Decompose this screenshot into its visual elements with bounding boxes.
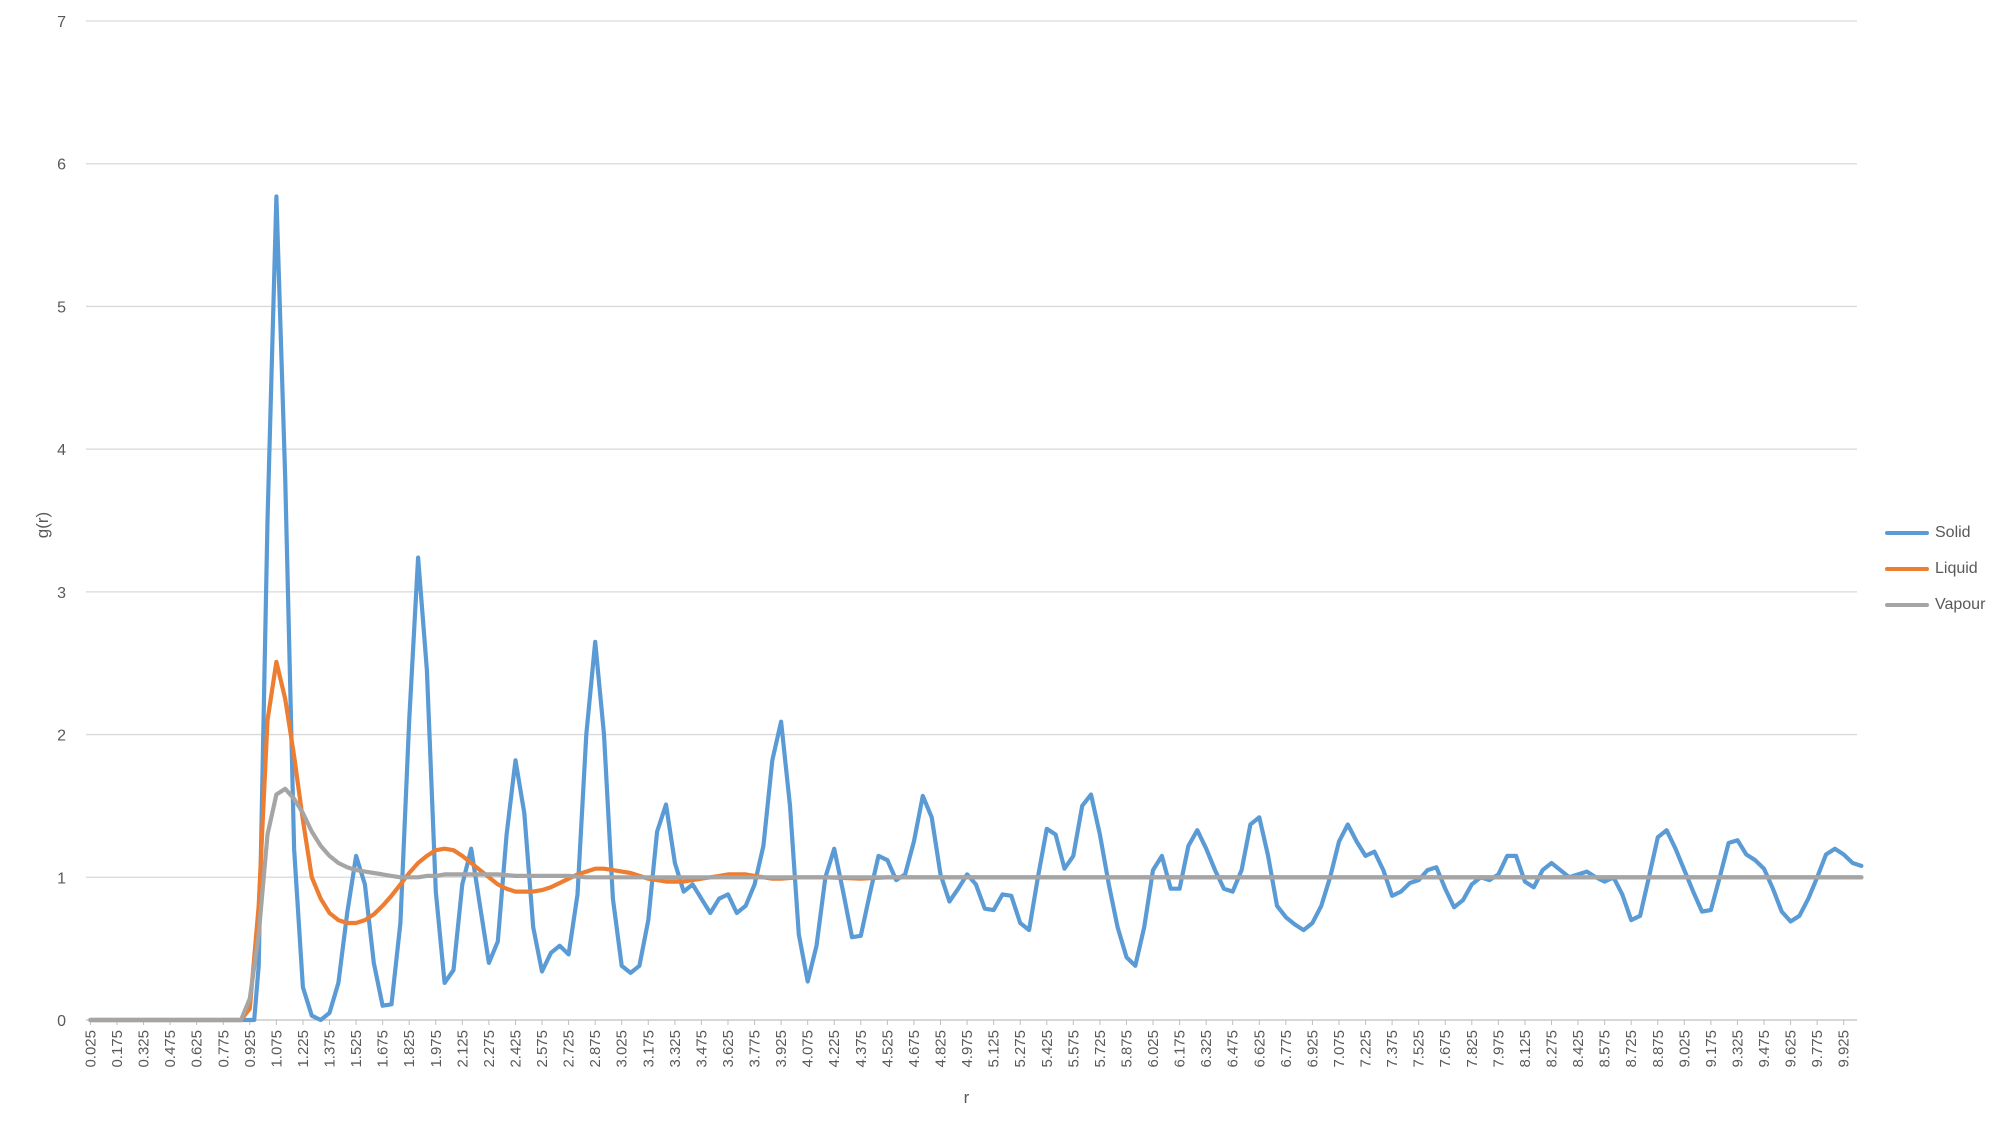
legend-swatch bbox=[1885, 531, 1929, 535]
x-tick-label: 5.125 bbox=[986, 1030, 1003, 1068]
x-tick-label: 6.775 bbox=[1278, 1030, 1295, 1068]
series-lines bbox=[88, 194, 1864, 1023]
x-tick-label: 2.425 bbox=[507, 1030, 524, 1068]
x-tick-label: 6.475 bbox=[1225, 1030, 1242, 1068]
x-tick-label: 8.575 bbox=[1597, 1030, 1614, 1068]
x-tick-label: 6.175 bbox=[1172, 1030, 1189, 1068]
legend-item-vapour: Vapour bbox=[1885, 587, 1995, 623]
x-tick-label: 1.375 bbox=[322, 1030, 339, 1068]
x-tick-label: 6.325 bbox=[1198, 1030, 1215, 1068]
legend-label: Vapour bbox=[1935, 596, 1986, 613]
legend-item-liquid: Liquid bbox=[1885, 551, 1995, 587]
x-tick-label: 7.975 bbox=[1490, 1030, 1507, 1068]
x-tick-label: 2.875 bbox=[587, 1030, 604, 1068]
x-tick-label: 9.625 bbox=[1783, 1030, 1800, 1068]
legend-label: Solid bbox=[1935, 524, 1971, 541]
legend-swatch bbox=[1885, 567, 1929, 571]
x-tick-label: 2.575 bbox=[534, 1030, 551, 1068]
x-tick-label: 6.925 bbox=[1304, 1030, 1321, 1068]
x-tick-label: 2.125 bbox=[454, 1030, 471, 1068]
legend: Solid Liquid Vapour bbox=[1885, 515, 1995, 623]
series-line-liquid bbox=[88, 659, 1864, 1023]
series-line-solid bbox=[88, 194, 1864, 1023]
legend-item-solid: Solid bbox=[1885, 515, 1995, 551]
x-tick-label: 5.875 bbox=[1118, 1030, 1135, 1068]
y-tick-label: 5 bbox=[57, 299, 66, 316]
x-tick-label: 4.075 bbox=[800, 1030, 817, 1068]
x-tick-label: 4.675 bbox=[906, 1030, 923, 1068]
x-tick-label: 8.275 bbox=[1544, 1030, 1561, 1068]
legend-swatch bbox=[1885, 603, 1929, 607]
x-tick-label: 9.475 bbox=[1756, 1030, 1773, 1068]
x-tick-label: 4.975 bbox=[959, 1030, 976, 1068]
x-tick-label: 7.525 bbox=[1411, 1030, 1428, 1068]
x-tick-label: 1.825 bbox=[401, 1030, 418, 1068]
x-tick-label: 1.525 bbox=[348, 1030, 365, 1068]
y-tick-label: 6 bbox=[57, 157, 66, 174]
x-tick-label: 3.775 bbox=[747, 1030, 764, 1068]
x-tick-label: 2.275 bbox=[481, 1030, 498, 1068]
x-tick-label: 9.175 bbox=[1703, 1030, 1720, 1068]
x-tick-label: 7.075 bbox=[1331, 1030, 1348, 1068]
x-tick-label: 4.225 bbox=[826, 1030, 843, 1068]
x-tick-label: 3.925 bbox=[773, 1030, 790, 1068]
x-tick-label: 0.925 bbox=[242, 1030, 259, 1068]
x-axis-label: r bbox=[964, 1088, 970, 1107]
x-tick-label: 8.875 bbox=[1650, 1030, 1667, 1068]
x-tick-label: 7.825 bbox=[1464, 1030, 1481, 1068]
y-tick-label: 4 bbox=[57, 442, 66, 459]
x-tick-label: 8.725 bbox=[1623, 1030, 1640, 1068]
x-tick-label: 0.025 bbox=[82, 1030, 99, 1068]
x-tick-label: 0.775 bbox=[215, 1030, 232, 1068]
y-tick-label: 2 bbox=[57, 728, 66, 745]
x-tick-label: 9.025 bbox=[1676, 1030, 1693, 1068]
x-tick-label: 0.475 bbox=[162, 1030, 179, 1068]
x-tick-label: 5.275 bbox=[1012, 1030, 1029, 1068]
x-tick-label: 2.725 bbox=[561, 1030, 578, 1068]
x-tick-label: 7.675 bbox=[1437, 1030, 1454, 1068]
x-tick-label: 3.025 bbox=[614, 1030, 631, 1068]
x-tick-label: 1.675 bbox=[375, 1030, 392, 1068]
x-tick-label: 9.325 bbox=[1729, 1030, 1746, 1068]
x-tick-label: 5.725 bbox=[1092, 1030, 1109, 1068]
x-tick-label: 3.175 bbox=[640, 1030, 657, 1068]
legend-label: Liquid bbox=[1935, 560, 1978, 577]
y-axis-label: g(r) bbox=[33, 512, 52, 538]
x-tick-label: 0.175 bbox=[109, 1030, 126, 1068]
x-tick-label: 5.425 bbox=[1039, 1030, 1056, 1068]
x-tick-label: 8.125 bbox=[1517, 1030, 1534, 1068]
x-tick-label: 3.325 bbox=[667, 1030, 684, 1068]
y-tick-label: 0 bbox=[57, 1013, 66, 1030]
series-line-vapour bbox=[88, 786, 1864, 1023]
x-tick-label: 0.625 bbox=[189, 1030, 206, 1068]
x-tick-label: 9.775 bbox=[1809, 1030, 1826, 1068]
x-tick-label: 1.075 bbox=[268, 1030, 285, 1068]
x-tick-label: 6.625 bbox=[1251, 1030, 1268, 1068]
y-tick-label: 7 bbox=[57, 14, 66, 31]
x-tick-label: 4.375 bbox=[853, 1030, 870, 1068]
x-tick-label: 3.475 bbox=[693, 1030, 710, 1068]
x-tick-label: 5.575 bbox=[1065, 1030, 1082, 1068]
x-tick-label: 9.925 bbox=[1836, 1030, 1853, 1068]
x-tick-label: 4.825 bbox=[933, 1030, 950, 1068]
x-tick-label: 7.225 bbox=[1358, 1030, 1375, 1068]
x-tick-label: 1.225 bbox=[295, 1030, 312, 1068]
x-tick-label: 3.625 bbox=[720, 1030, 737, 1068]
x-tick-label: 7.375 bbox=[1384, 1030, 1401, 1068]
x-tick-labels: 0.025 0.175 0.325 0.475 0.625 0.775 0.925 1.075… bbox=[82, 1020, 1853, 1068]
gridlines bbox=[86, 20, 1857, 1021]
x-tick-label: 0.325 bbox=[136, 1030, 153, 1068]
x-tick-label: 4.525 bbox=[879, 1030, 896, 1068]
y-tick-label: 3 bbox=[57, 585, 66, 602]
y-tick-label: 1 bbox=[57, 870, 66, 887]
x-tick-label: 8.425 bbox=[1570, 1030, 1587, 1068]
x-tick-label: 6.025 bbox=[1145, 1030, 1162, 1068]
y-tick-labels: 0 1 2 3 4 5 6 7 bbox=[57, 14, 66, 1030]
x-tick-label: 1.975 bbox=[428, 1030, 445, 1068]
